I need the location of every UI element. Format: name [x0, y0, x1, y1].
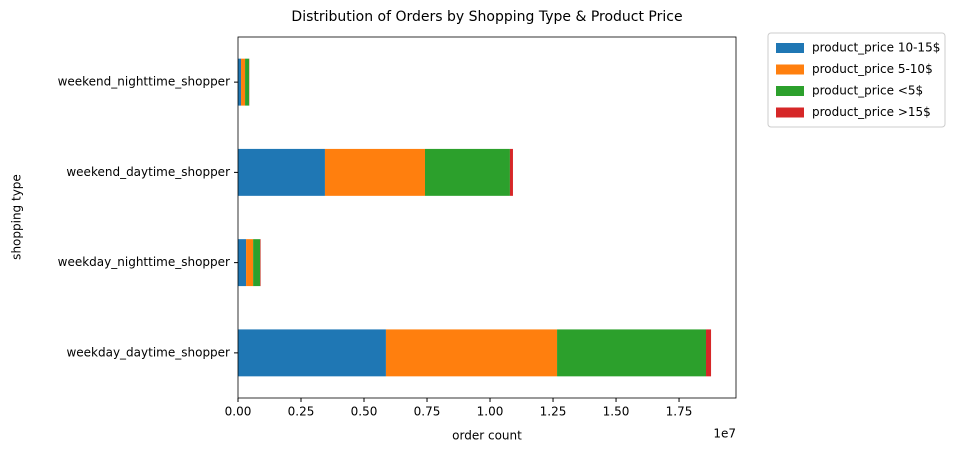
- legend-label: product_price <5$: [812, 84, 923, 98]
- legend-label: product_price 5-10$: [812, 62, 933, 76]
- legend-label: product_price 10-15$: [812, 41, 940, 55]
- bar-segment: [557, 329, 707, 377]
- legend-swatch: [776, 107, 804, 118]
- chart-title: Distribution of Orders by Shopping Type …: [291, 9, 682, 25]
- bar-segment: [246, 239, 254, 287]
- bar-segment: [324, 148, 426, 196]
- bar-segment: [260, 239, 261, 287]
- x-offset-label: 1e7: [713, 427, 736, 441]
- bar-segment: [425, 148, 510, 196]
- legend-label: product_price >15$: [812, 105, 931, 119]
- x-tick-label: 1.50: [603, 405, 630, 419]
- legend-swatch: [776, 64, 804, 75]
- bar-segment: [238, 148, 325, 196]
- bar-segment: [509, 148, 513, 196]
- y-tick-label: weekday_daytime_shopper: [66, 345, 230, 359]
- legend-swatch: [776, 86, 804, 96]
- legend-box: [767, 32, 946, 128]
- bar-segment: [238, 58, 242, 106]
- bar-segment: [241, 58, 246, 106]
- x-tick-label: 0.75: [414, 405, 441, 419]
- x-tick-label: 0.50: [351, 405, 378, 419]
- x-axis-label: order count: [452, 429, 522, 443]
- bar-segment: [706, 329, 712, 377]
- legend-swatch: [776, 43, 804, 53]
- x-tick-label: 0.00: [225, 405, 252, 419]
- y-tick-label: weekday_nighttime_shopper: [58, 255, 230, 269]
- plot-frame: [237, 36, 737, 399]
- y-tick-label: weekend_daytime_shopper: [66, 165, 230, 179]
- y-tick-label: weekend_nighttime_shopper: [58, 75, 231, 89]
- bar-segment: [245, 58, 250, 106]
- bar-segment: [253, 239, 261, 287]
- bar-segment: [385, 329, 558, 377]
- bar-segment: [238, 239, 247, 287]
- y-axis-label: shopping type: [10, 174, 24, 260]
- x-tick-label: 1.75: [666, 405, 693, 419]
- x-tick-label: 0.25: [288, 405, 315, 419]
- x-tick-label: 1.00: [477, 405, 504, 419]
- bar-segment: [238, 329, 386, 377]
- x-tick-label: 1.25: [540, 405, 567, 419]
